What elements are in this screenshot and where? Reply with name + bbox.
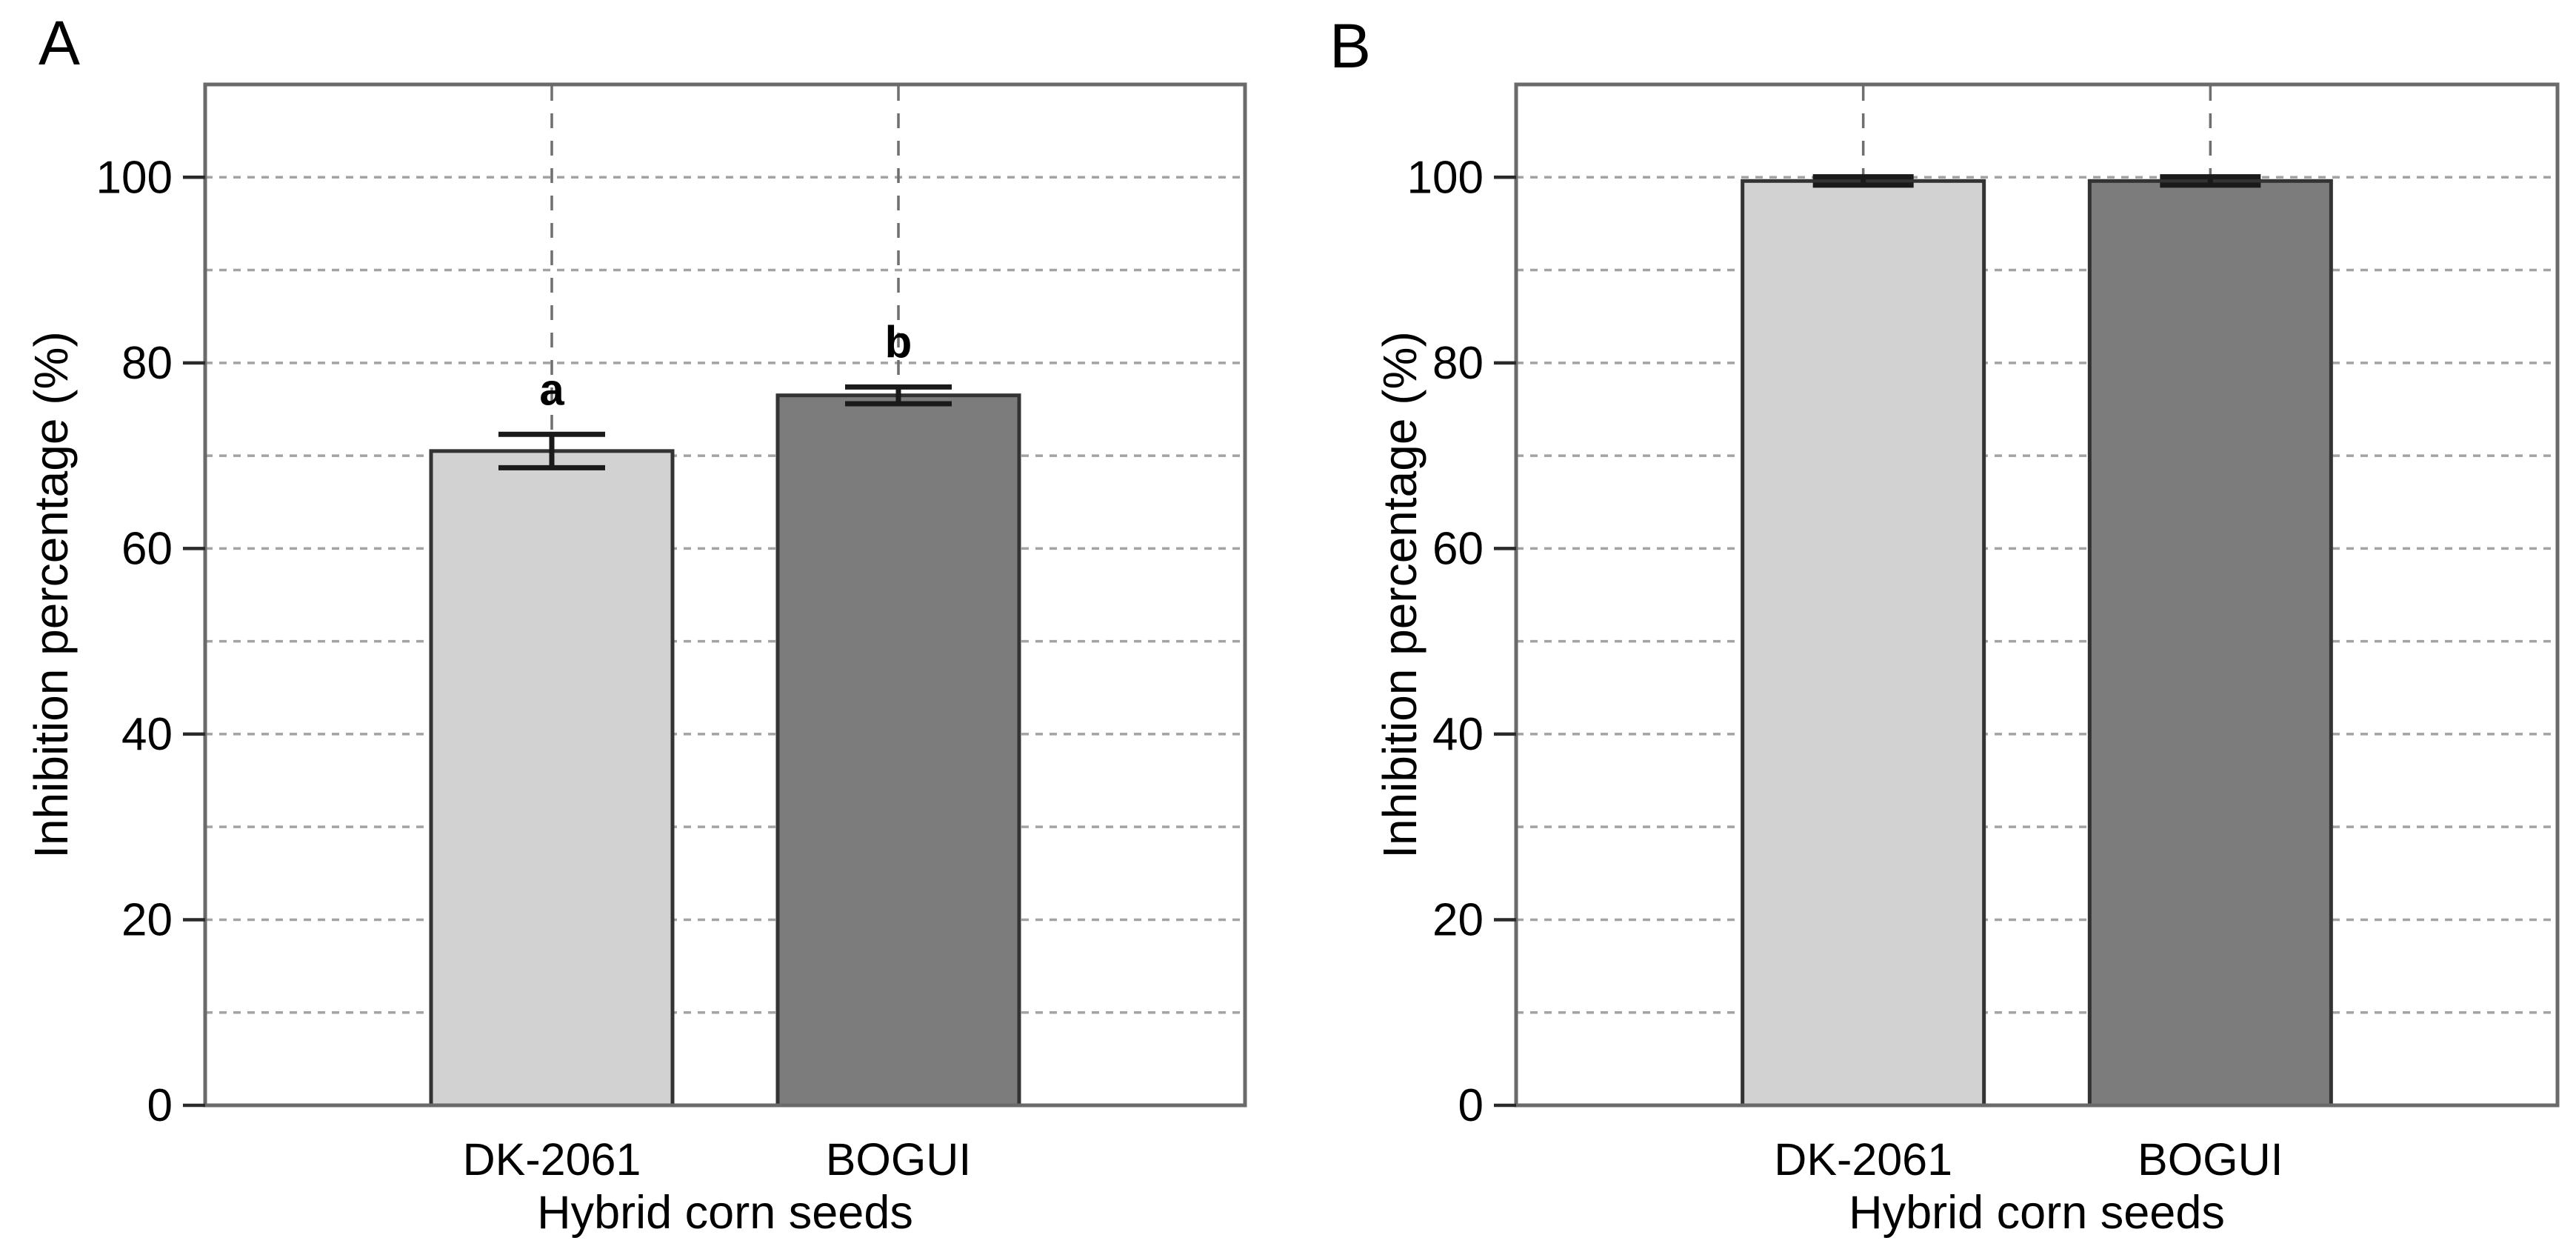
y-tick-label-60: 60 — [1432, 523, 1484, 574]
panel-a-x-axis-label: Hybrid corn seeds — [537, 1187, 913, 1239]
bar-dk-2061 — [429, 449, 675, 1108]
panel-b-letter: B — [1329, 11, 1372, 81]
y-tick-label-40: 40 — [121, 709, 173, 760]
x-category-label-dk-2061: DK-2061 — [463, 1134, 641, 1185]
bar-bogui — [2087, 179, 2333, 1108]
plot-border — [1514, 82, 2560, 1108]
y-tick-label-20: 20 — [121, 894, 173, 945]
y-tick-label-100: 100 — [96, 152, 173, 203]
y-tick-label-100: 100 — [1407, 152, 1484, 203]
significance-letter-a: a — [539, 364, 564, 414]
x-category-label-bogui: BOGUI — [826, 1134, 972, 1185]
y-tick-label-0: 0 — [147, 1080, 173, 1131]
panel-b-plot: 0 20 40 60 80 100 DK-2061 BOGUI — [1407, 82, 2560, 1185]
plot-border — [203, 82, 1247, 1108]
x-category-label-bogui: BOGUI — [2138, 1134, 2283, 1185]
y-tick-label-40: 40 — [1432, 709, 1484, 760]
panel-b-x-axis-label: Hybrid corn seeds — [1849, 1187, 2225, 1239]
y-tick-label-20: 20 — [1432, 894, 1484, 945]
y-tick-label-80: 80 — [121, 338, 173, 389]
y-tick-label-60: 60 — [121, 523, 173, 574]
bar-bogui — [775, 393, 1021, 1108]
y-tick-label-80: 80 — [1432, 338, 1484, 389]
panel-a-plot: a b 0 20 40 60 80 100 DK-2061 BOGUI — [96, 82, 1247, 1185]
plot-area — [205, 84, 1245, 1105]
panel-a-letter: A — [39, 8, 81, 78]
significance-letter-b: b — [885, 317, 912, 367]
y-tick-label-0: 0 — [1458, 1080, 1484, 1131]
x-category-label-dk-2061: DK-2061 — [1774, 1134, 1952, 1185]
bar-dk-2061 — [1741, 179, 1986, 1108]
plot-area — [1516, 84, 2557, 1105]
